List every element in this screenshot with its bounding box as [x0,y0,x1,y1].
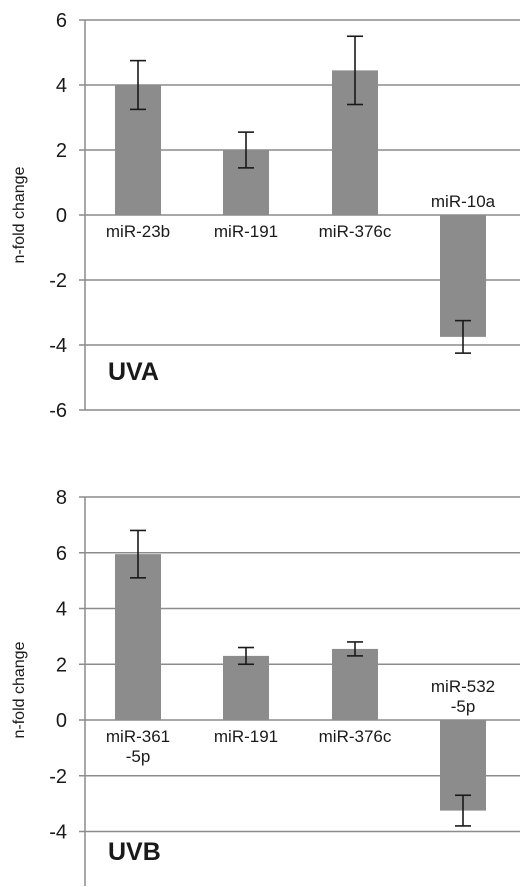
panel-2-bar [332,648,378,720]
panel-1-category-label: miR-10a [431,192,496,211]
panel-2-category-label: miR-532 [431,677,495,696]
panel-1-y-tick-label: 6 [56,10,67,32]
panel-1-category-label: miR-376c [319,222,392,241]
panel-2-bar [223,655,269,720]
panel-1-y-axis-label: n-fold change [11,166,28,263]
panel-1-y-tick-label: -6 [49,400,67,422]
panel-2-y-tick-label: -4 [49,822,67,844]
panel-1-y-tick-label: 0 [56,205,67,227]
panel-1-y-tick-label: 4 [56,75,67,97]
panel-1-category-label: miR-191 [214,222,278,241]
panel-1-bar [440,215,486,337]
panel-2-category-label: -5p [126,747,151,766]
panel-2-category-label: -5p [451,697,476,716]
panel-2-category-label: miR-376c [319,727,392,746]
panel-2-y-axis-label: n-fold change [11,641,28,738]
panel-1-category-label: miR-23b [106,222,170,241]
panel-1-y-tick-label: -4 [49,335,67,357]
panel-2-bar [115,554,161,720]
panel-1-y-tick-label: 2 [56,140,67,162]
panel-2-panel-label: UVB [108,838,161,866]
panel-1-y-tick-label: -2 [49,270,67,292]
panel-2-y-tick-label: -2 [49,766,67,788]
panel-2-y-tick-label: 8 [56,487,67,509]
panel-2-y-tick-label: 6 [56,543,67,565]
panel-1-panel-label: UVA [108,358,159,386]
panel-2-category-label: miR-361 [106,727,170,746]
panel-2-category-label: miR-191 [214,727,278,746]
panel-2-y-tick-label: 2 [56,654,67,676]
panel-2-y-tick-label: 4 [56,599,67,621]
panel-2-y-tick-label: 0 [56,710,67,732]
